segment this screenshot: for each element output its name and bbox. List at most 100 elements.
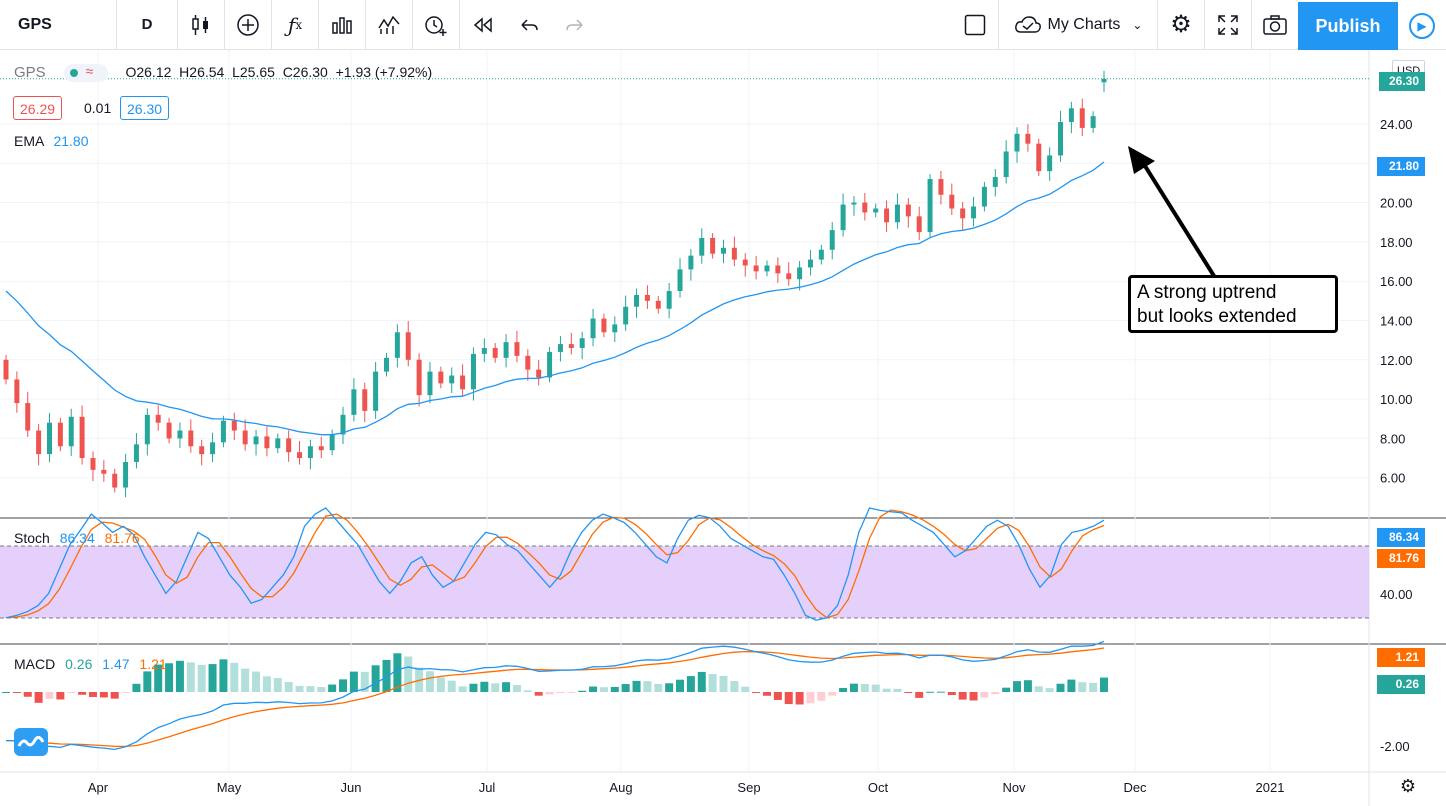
macd-histogram-bar (273, 677, 282, 692)
candle-body (862, 202, 868, 213)
play-button[interactable]: ▶ (1398, 2, 1446, 50)
toolbar-divider (998, 0, 999, 50)
replay-icon[interactable] (460, 0, 506, 50)
camera-icon[interactable] (1252, 0, 1298, 50)
publish-button[interactable]: Publish (1298, 2, 1398, 50)
stoch-d-tag: 81.76 (1377, 549, 1425, 568)
candle-body (775, 265, 781, 274)
candle-body (25, 403, 31, 431)
candle-body (166, 422, 172, 439)
candle-body (155, 414, 161, 423)
price-tick-label: 24.00 (1380, 117, 1413, 132)
macd-histogram-bar (219, 659, 228, 692)
candle-body (36, 430, 42, 455)
toolbar-divider (116, 0, 117, 50)
time-tick-label: Apr (88, 780, 109, 795)
macd-histogram-bar (1034, 686, 1043, 692)
toolbar-divider (365, 0, 366, 50)
candle-body (1090, 116, 1096, 128)
symbol-search-button[interactable]: GPS (18, 15, 52, 33)
bar-type-icon[interactable] (178, 0, 224, 50)
macd-histogram-bar (1100, 677, 1108, 692)
candle-body (101, 469, 107, 474)
add-compare-icon[interactable] (225, 0, 271, 50)
macd-histogram-bar (328, 684, 337, 692)
macd-histogram-bar (491, 683, 500, 692)
candle-body (971, 206, 977, 219)
candle-body (623, 306, 629, 325)
macd-histogram-bar (1002, 687, 1011, 692)
layout-icon[interactable] (952, 0, 998, 50)
macd-histogram-bar (425, 671, 434, 692)
macd-histogram-bar (393, 653, 402, 692)
macd-histogram-bar (665, 683, 674, 692)
my-charts-button[interactable]: My Charts ⌄ (999, 0, 1157, 50)
gear-icon[interactable]: ⚙ (1170, 11, 1192, 38)
macd-tick-label: -2.00 (1380, 739, 1410, 754)
candle-body (1036, 143, 1042, 172)
fullscreen-icon[interactable] (1205, 0, 1251, 50)
stoch-k-tag: 86.34 (1377, 528, 1425, 547)
candle-body (503, 342, 509, 358)
macd-histogram-bar (643, 681, 652, 692)
ema-price-tag: 21.80 (1377, 157, 1425, 176)
main-legend: GPS ≈ O26.12 H26.54 L25.65 C26.30 +1.93 … (14, 63, 432, 83)
macd-hist-tag: 0.26 (1377, 675, 1425, 694)
templates-icon[interactable] (319, 0, 365, 50)
macd-histogram-bar (773, 692, 782, 700)
ema-label: EMA (14, 133, 44, 149)
macd-histogram-bar (502, 682, 511, 692)
macd-line-value: 1.47 (102, 656, 130, 672)
stoch-d-line (5, 509, 1105, 619)
macd-histogram-bar (741, 686, 750, 692)
stoch-d-value: 81.76 (104, 530, 140, 546)
candle-body (851, 202, 857, 205)
macd-histogram-bar (56, 692, 65, 700)
candle-body (894, 204, 900, 223)
toolbar-divider (1157, 0, 1158, 50)
candle-body (79, 416, 85, 459)
alert-icon[interactable] (413, 0, 459, 50)
tradingview-logo[interactable] (14, 728, 48, 756)
macd-histogram-bar (860, 683, 869, 692)
legend-toggle[interactable]: ≈ (63, 63, 108, 83)
redo-icon[interactable] (552, 0, 598, 50)
candle-body (438, 371, 444, 384)
candle-body (264, 436, 270, 449)
spread-value: 0.01 (84, 100, 112, 116)
macd-histogram-bar (197, 664, 206, 692)
macd-signal-tag: 1.21 (1377, 648, 1425, 667)
candle-body (57, 422, 63, 447)
macd-histogram-bar (708, 674, 717, 692)
wave-icon: ≈ (85, 63, 94, 80)
annotation-callout[interactable]: A strong uptrend but looks extended (1128, 275, 1338, 333)
candle-body (677, 269, 683, 292)
alert-add-icon[interactable] (366, 0, 412, 50)
chart-settings-icon[interactable]: ⚙ (1399, 776, 1416, 796)
candle-body (666, 291, 672, 309)
macd-histogram-bar (208, 664, 217, 692)
candle-body (1058, 122, 1064, 156)
macd-histogram-bar (512, 685, 521, 692)
macd-histogram-bar (828, 692, 837, 696)
candle-body (383, 357, 389, 372)
last-price-tag: 26.30 (1379, 72, 1425, 91)
macd-histogram-bar (447, 680, 456, 692)
undo-icon[interactable] (506, 0, 552, 50)
chart-canvas[interactable]: 24.0022.0020.0018.0016.0014.0012.0010.00… (0, 50, 1446, 806)
time-tick-label: Jul (479, 780, 496, 795)
macd-histogram-bar (795, 692, 804, 705)
candle-body (634, 294, 640, 307)
bid-price-button[interactable]: 26.29 (13, 96, 63, 120)
interval-button[interactable]: D (141, 16, 153, 33)
toolbar-divider (224, 0, 225, 50)
candle-body (177, 430, 183, 439)
candle-body (612, 324, 618, 333)
macd-histogram-bar (480, 681, 489, 692)
candle-body (3, 359, 9, 380)
macd-histogram-bar (67, 692, 76, 693)
candle-body (231, 420, 237, 431)
ask-price-button[interactable]: 26.30 (120, 96, 170, 120)
